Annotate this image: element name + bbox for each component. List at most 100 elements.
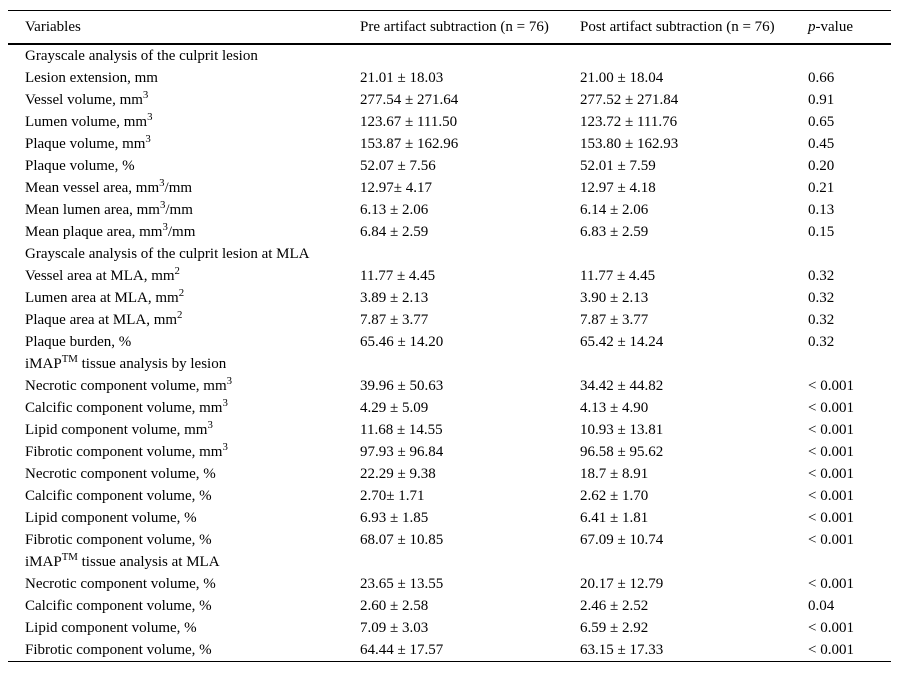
post-value-cell: 12.97 ± 4.18 [580, 180, 656, 196]
table-row: Plaque volume, % 52.07 ± 7.56 52.01 ± 7.59… [8, 155, 891, 177]
section-row: Grayscale analysis of the culprit lesion [8, 44, 891, 67]
p-value-cell: 0.66 [808, 70, 835, 86]
p-value-cell: < 0.001 [808, 466, 854, 482]
variable-cell: Necrotic component volume, mm3 [25, 375, 233, 394]
column-header-pre-artifact-subtraction: Pre artifact subtraction (n = 76) [360, 10, 580, 45]
p-value-cell: 0.45 [808, 136, 835, 152]
pre-value-cell: 277.54 ± 271.64 [360, 92, 459, 108]
variable-cell: Mean vessel area, mm3/mm [25, 177, 193, 196]
table-header: Variables Pre artifact subtraction (n = … [8, 10, 891, 45]
pre-value-cell: 6.93 ± 1.85 [360, 510, 429, 526]
post-value-cell: 34.42 ± 44.82 [580, 378, 664, 394]
variable-cell: Vessel area at MLA, mm2 [25, 265, 180, 284]
post-value-cell: 10.93 ± 13.81 [580, 422, 664, 438]
table-row: Fibrotic component volume, % 68.07 ± 10.8… [8, 529, 891, 551]
pre-value-cell: 22.29 ± 9.38 [360, 466, 436, 482]
variable-cell: Necrotic component volume, % [25, 576, 216, 592]
column-header-post-artifact-subtraction: Post artifact subtraction (n = 76) [580, 10, 808, 45]
p-value-cell: < 0.001 [808, 488, 854, 504]
variable-cell: Calcific component volume, mm3 [25, 397, 228, 416]
p-value-cell: 0.04 [808, 598, 835, 614]
table-row: Fibrotic component volume, % 64.44 ± 17.5… [8, 639, 891, 662]
column-header-variables: Variables [8, 10, 360, 45]
p-value-cell: < 0.001 [808, 510, 854, 526]
header-row: Variables Pre artifact subtraction (n = … [8, 10, 891, 45]
variable-cell: Mean plaque area, mm3/mm [25, 221, 196, 240]
variable-cell: Fibrotic component volume, % [25, 642, 212, 658]
variable-cell: Plaque volume, % [25, 158, 135, 174]
variable-cell: Plaque volume, mm3 [25, 133, 151, 152]
table-row: Plaque area at MLA, mm2 7.87 ± 3.77 7.87 ±… [8, 309, 891, 331]
post-value-cell: 123.72 ± 111.76 [580, 114, 678, 130]
post-value-cell: 3.90 ± 2.13 [580, 290, 649, 306]
post-value-cell: 21.00 ± 18.04 [580, 70, 664, 86]
table-row: Lumen volume, mm3 123.67 ± 111.50 123.72 ±… [8, 111, 891, 133]
pre-value-cell: 21.01 ± 18.03 [360, 70, 444, 86]
table-row: Lipid component volume, % 6.93 ± 1.85 6.41… [8, 507, 891, 529]
table-row: Necrotic component volume, mm3 39.96 ± 50… [8, 375, 891, 397]
pre-value-cell: 52.07 ± 7.56 [360, 158, 436, 174]
table-row: Lipid component volume, % 7.09 ± 3.03 6.59… [8, 617, 891, 639]
pre-value-cell: 6.84 ± 2.59 [360, 224, 429, 240]
section-row: Grayscale analysis of the culprit lesion… [8, 243, 891, 265]
table-row: Lesion extension, mm 21.01 ± 18.03 21.00 ±… [8, 67, 891, 89]
pre-value-cell: 7.09 ± 3.03 [360, 620, 429, 636]
table-row: Mean vessel area, mm3/mm 12.97± 4.17 12.97… [8, 177, 891, 199]
table-row: Mean plaque area, mm3/mm 6.84 ± 2.59 6.83 … [8, 221, 891, 243]
pre-value-cell: 123.67 ± 111.50 [360, 114, 458, 130]
section-row: iMAPTM tissue analysis by lesion [8, 353, 891, 375]
table-row: Plaque volume, mm3 153.87 ± 162.96 153.80 … [8, 133, 891, 155]
pre-value-cell: 7.87 ± 3.77 [360, 312, 429, 328]
pre-value-cell: 68.07 ± 10.85 [360, 532, 444, 548]
pre-value-cell: 97.93 ± 96.84 [360, 444, 444, 460]
section-label: Grayscale analysis of the culprit lesion… [25, 246, 310, 262]
p-value-cell: < 0.001 [808, 444, 854, 460]
variable-cell: Lipid component volume, mm3 [25, 419, 213, 438]
post-value-cell: 6.83 ± 2.59 [580, 224, 649, 240]
variable-cell: Calcific component volume, % [25, 598, 212, 614]
p-value-cell: < 0.001 [808, 620, 854, 636]
table-row: Necrotic component volume, % 22.29 ± 9.38… [8, 463, 891, 485]
variable-cell: Fibrotic component volume, mm3 [25, 441, 228, 460]
pre-value-cell: 11.68 ± 14.55 [360, 422, 443, 438]
post-value-cell: 6.59 ± 2.92 [580, 620, 649, 636]
variable-cell: Vessel volume, mm3 [25, 89, 149, 108]
section-label: iMAPTM tissue analysis by lesion [25, 353, 227, 372]
comparison-table-container: Variables Pre artifact subtraction (n = … [8, 10, 891, 662]
post-value-cell: 52.01 ± 7.59 [580, 158, 656, 174]
variable-cell: Mean lumen area, mm3/mm [25, 199, 193, 218]
post-value-cell: 4.13 ± 4.90 [580, 400, 649, 416]
table-row: Calcific component volume, % 2.70± 1.71 2.… [8, 485, 891, 507]
p-value-cell: 0.91 [808, 92, 835, 108]
section-row: iMAPTM tissue analysis at MLA [8, 551, 891, 573]
pre-value-cell: 23.65 ± 13.55 [360, 576, 444, 592]
section-label: iMAPTM tissue analysis at MLA [25, 551, 220, 570]
variable-cell: Calcific component volume, % [25, 488, 212, 504]
pre-value-cell: 64.44 ± 17.57 [360, 642, 444, 658]
pre-value-cell: 12.97± 4.17 [360, 180, 432, 196]
post-value-cell: 18.7 ± 8.91 [580, 466, 649, 482]
table-row: Vessel volume, mm3 277.54 ± 271.64 277.52 … [8, 89, 891, 111]
p-value-cell: < 0.001 [808, 532, 854, 548]
post-value-cell: 2.62 ± 1.70 [580, 488, 649, 504]
table-row: Lumen area at MLA, mm2 3.89 ± 2.13 3.90 ± … [8, 287, 891, 309]
table-row: Fibrotic component volume, mm3 97.93 ± 96… [8, 441, 891, 463]
p-value-cell: < 0.001 [808, 576, 854, 592]
p-value-cell: < 0.001 [808, 642, 854, 658]
post-value-cell: 11.77 ± 4.45 [580, 268, 656, 284]
post-value-cell: 153.80 ± 162.93 [580, 136, 679, 152]
variable-cell: Lipid component volume, % [25, 510, 197, 526]
column-header-p-value: p-value [808, 10, 891, 45]
comparison-table: Variables Pre artifact subtraction (n = … [8, 10, 891, 662]
table-row: Vessel area at MLA, mm2 11.77 ± 4.45 11.77… [8, 265, 891, 287]
p-value-cell: 0.32 [808, 290, 835, 306]
p-value-rest: -value [815, 18, 853, 35]
p-value-cell: 0.21 [808, 180, 835, 196]
post-value-cell: 67.09 ± 10.74 [580, 532, 664, 548]
p-value-cell: 0.65 [808, 114, 835, 130]
p-value-cell: 0.13 [808, 202, 835, 218]
p-value-cell: 0.20 [808, 158, 835, 174]
variable-cell: Fibrotic component volume, % [25, 532, 212, 548]
post-value-cell: 7.87 ± 3.77 [580, 312, 649, 328]
variable-cell: Lipid component volume, % [25, 620, 197, 636]
